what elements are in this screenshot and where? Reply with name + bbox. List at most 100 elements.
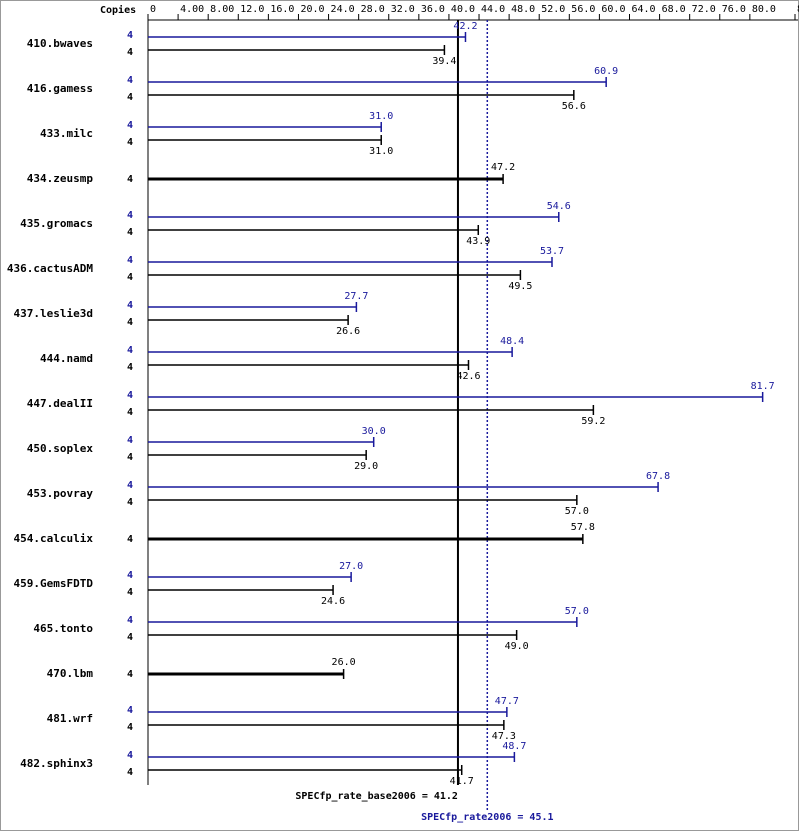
- x-tick-label: 20.0: [300, 4, 324, 15]
- value-label: 57.0: [565, 606, 589, 617]
- x-tick-label: 16.0: [270, 4, 294, 15]
- copies-label: 4: [127, 669, 133, 680]
- copies-label: 4: [127, 47, 133, 58]
- category-label: 447.dealII: [27, 397, 93, 410]
- x-tick-label: 8.00: [210, 4, 234, 15]
- value-label: 42.2: [453, 21, 477, 32]
- value-label: 27.0: [339, 561, 363, 572]
- category-label: 481.wrf: [47, 712, 93, 725]
- copies-label: 4: [127, 210, 133, 221]
- copies-label: 4: [127, 570, 133, 581]
- x-tick-label: 56.0: [571, 4, 595, 15]
- copies-label: 4: [127, 750, 133, 761]
- value-label: 81.7: [751, 381, 775, 392]
- x-tick-label: 64.0: [631, 4, 655, 15]
- x-tick-label: 4.00: [180, 4, 204, 15]
- x-tick-label: 36.0: [421, 4, 445, 15]
- value-label: 26.0: [332, 657, 356, 668]
- category-label: 482.sphinx3: [20, 757, 93, 770]
- copies-label: 4: [127, 705, 133, 716]
- copies-label: 4: [127, 534, 133, 545]
- x-tick-label: 40.0: [451, 4, 475, 15]
- copies-label: 4: [127, 480, 133, 491]
- value-label: 24.6: [321, 596, 345, 607]
- value-label: 47.2: [491, 162, 515, 173]
- copies-label: 4: [127, 632, 133, 643]
- x-tick-label: 68.0: [662, 4, 686, 15]
- copies-label: 4: [127, 615, 133, 626]
- value-label: 57.0: [565, 506, 589, 517]
- x-tick-label: 44.0: [481, 4, 505, 15]
- x-tick-label: 32.0: [391, 4, 415, 15]
- value-label: 49.0: [505, 641, 529, 652]
- copies-label: 4: [127, 120, 133, 131]
- copies-label: 4: [127, 407, 133, 418]
- value-label: 54.6: [547, 201, 571, 212]
- category-label: 437.leslie3d: [14, 307, 93, 320]
- category-label: 470.lbm: [47, 667, 94, 680]
- value-label: 57.8: [571, 522, 595, 533]
- value-label: 47.7: [495, 696, 519, 707]
- value-label: 67.8: [646, 471, 670, 482]
- copies-label: 4: [127, 300, 133, 311]
- copies-label: 4: [127, 587, 133, 598]
- copies-label: 4: [127, 345, 133, 356]
- x-tick-label: 28.0: [361, 4, 385, 15]
- value-label: 49.5: [508, 281, 532, 292]
- value-label: 29.0: [354, 461, 378, 472]
- category-label: 454.calculix: [14, 532, 94, 545]
- reference-label: SPECfp_rate_base2006 = 41.2: [295, 791, 458, 802]
- x-tick-label: 72.0: [692, 4, 716, 15]
- value-label: 26.6: [336, 326, 360, 337]
- x-tick-label: 12.0: [240, 4, 264, 15]
- value-label: 41.7: [450, 776, 474, 787]
- x-tick-label: 0: [150, 4, 156, 15]
- value-label: 31.0: [369, 146, 393, 157]
- value-label: 48.7: [502, 741, 526, 752]
- category-label: 450.soplex: [27, 442, 94, 455]
- value-label: 30.0: [362, 426, 386, 437]
- value-label: 42.6: [456, 371, 480, 382]
- value-label: 56.6: [562, 101, 586, 112]
- copies-label: 4: [127, 767, 133, 778]
- copies-label: 4: [127, 92, 133, 103]
- reference-label: SPECfp_rate2006 = 45.1: [421, 812, 553, 823]
- category-label: 459.GemsFDTD: [14, 577, 94, 590]
- value-label: 59.2: [581, 416, 605, 427]
- x-tick-label: 76.0: [722, 4, 746, 15]
- value-label: 43.9: [466, 236, 490, 247]
- value-label: 31.0: [369, 111, 393, 122]
- value-label: 47.3: [492, 731, 516, 742]
- copies-label: 4: [127, 137, 133, 148]
- category-label: 433.milc: [40, 127, 93, 140]
- copies-label: 4: [127, 75, 133, 86]
- x-tick-label: 60.0: [601, 4, 625, 15]
- x-tick-label: 48.0: [511, 4, 535, 15]
- category-label: 416.gamess: [27, 82, 93, 95]
- category-label: 434.zeusmp: [27, 172, 94, 185]
- x-tick-label: 80.0: [752, 4, 776, 15]
- value-label: 60.9: [594, 66, 618, 77]
- value-label: 53.7: [540, 246, 564, 257]
- x-tick-label: 52.0: [541, 4, 565, 15]
- category-label: 453.povray: [27, 487, 94, 500]
- copies-label: 4: [127, 452, 133, 463]
- x-tick-label: 24.0: [331, 4, 355, 15]
- copies-label: 4: [127, 255, 133, 266]
- category-label: 465.tonto: [33, 622, 93, 635]
- copies-label: 4: [127, 362, 133, 373]
- category-label: 444.namd: [40, 352, 93, 365]
- copies-label: 4: [127, 390, 133, 401]
- x-tick-label: 86.0: [797, 4, 799, 15]
- copies-header: Copies: [100, 4, 136, 16]
- value-label: 48.4: [500, 336, 524, 347]
- value-label: 27.7: [344, 291, 368, 302]
- copies-label: 4: [127, 497, 133, 508]
- category-label: 410.bwaves: [27, 37, 93, 50]
- copies-label: 4: [127, 174, 133, 185]
- category-label: 436.cactusADM: [7, 262, 93, 275]
- copies-label: 4: [127, 722, 133, 733]
- category-label: 435.gromacs: [20, 217, 93, 230]
